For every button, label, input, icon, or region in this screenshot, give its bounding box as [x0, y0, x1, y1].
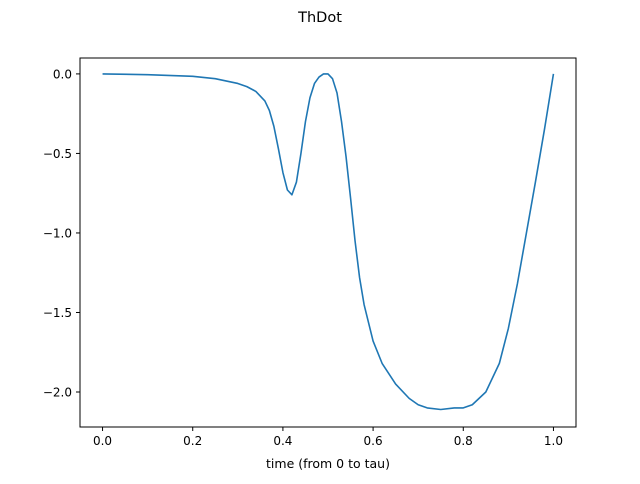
- x-tick-label: 1.0: [544, 434, 563, 448]
- x-axis-ticks: 0.0 0.2 0.4 0.6 0.8 1.0: [93, 427, 563, 448]
- series-line: [102, 73, 555, 411]
- x-tick-label: 0.6: [364, 434, 383, 448]
- x-axis-label: time (from 0 to tau): [266, 456, 390, 471]
- y-tick-label: −2.0: [43, 386, 72, 400]
- y-axis-ticks: 0.0 −0.5 −1.0 −1.5 −2.0: [43, 67, 80, 400]
- y-tick-label: −0.5: [43, 147, 72, 161]
- x-tick-label: 0.8: [454, 434, 473, 448]
- x-tick-label: 0.2: [183, 434, 202, 448]
- plot-area: [102, 73, 555, 411]
- x-tick-label: 0.0: [93, 434, 112, 448]
- x-tick-label: 0.4: [273, 434, 292, 448]
- y-tick-label: −1.5: [43, 306, 72, 320]
- chart-title: ThDot: [297, 10, 342, 26]
- axes-frame: [79, 57, 577, 428]
- y-tick-label: −1.0: [43, 226, 72, 240]
- y-tick-label: 0.0: [53, 67, 72, 81]
